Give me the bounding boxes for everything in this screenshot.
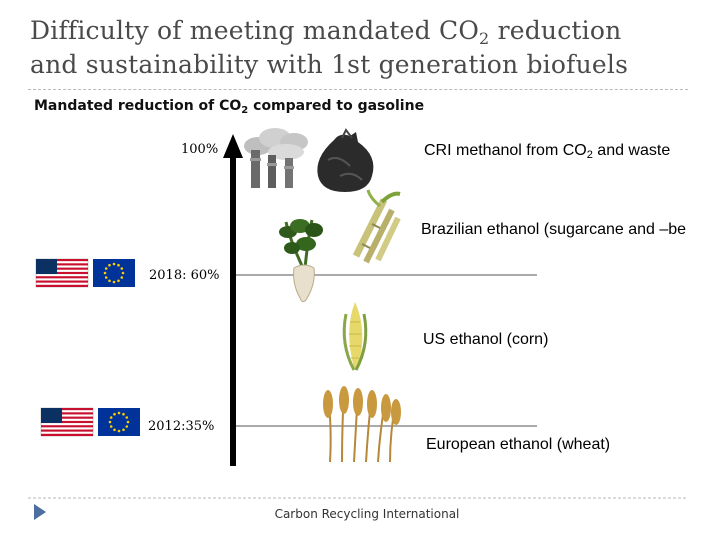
- label-brazilian-ethanol: Brazilian ethanol (sugarcane and –be: [421, 221, 687, 238]
- us-flag-icon: [40, 407, 94, 437]
- level-label-60: 2018: 60%: [149, 268, 220, 283]
- us-flag-icon: [35, 258, 89, 288]
- subtitle: Mandated reduction of CO2 compared to ga…: [34, 98, 425, 116]
- level-label-100: 100%: [181, 142, 219, 157]
- subtitle-subscript: 2: [241, 105, 249, 116]
- garbage-bag-icon: [317, 128, 374, 192]
- eu-flag-icon: [93, 259, 135, 287]
- cri-text-1: CRI methanol from CO: [424, 142, 587, 159]
- slide-title: Difficulty of meeting mandated CO2 reduc…: [30, 14, 710, 82]
- level-label-35: 2012:35%: [148, 419, 215, 434]
- title-text-1: Difficulty of meeting mandated CO: [30, 16, 480, 45]
- subtitle-text-1: Mandated reduction of CO: [34, 98, 242, 114]
- title-text-3: and sustainability with 1st generation b…: [30, 50, 629, 79]
- smokestack-icon: [244, 128, 308, 188]
- label-european-ethanol: European ethanol (wheat): [426, 436, 611, 453]
- label-cri-methanol: CRI methanol from CO2 and waste: [424, 142, 671, 161]
- nav-arrow-icon[interactable]: [34, 504, 46, 520]
- subtitle-text-2: compared to gasoline: [248, 98, 425, 114]
- title-text-2: reduction: [489, 16, 622, 45]
- eu-flag-icon: [98, 408, 140, 436]
- cri-subscript: 2: [586, 149, 593, 161]
- footer-text: Carbon Recycling International: [274, 507, 460, 521]
- sugar-beet-icon: [279, 219, 323, 303]
- label-us-ethanol: US ethanol (corn): [423, 331, 549, 348]
- cri-text-2: and waste: [592, 142, 671, 159]
- sugarcane-icon: [352, 189, 401, 264]
- top-divider: [28, 89, 688, 90]
- wheat-heads: [323, 386, 401, 425]
- title-subscript: 2: [479, 29, 490, 48]
- corn-icon: [342, 302, 368, 371]
- vertical-axis: [223, 134, 243, 466]
